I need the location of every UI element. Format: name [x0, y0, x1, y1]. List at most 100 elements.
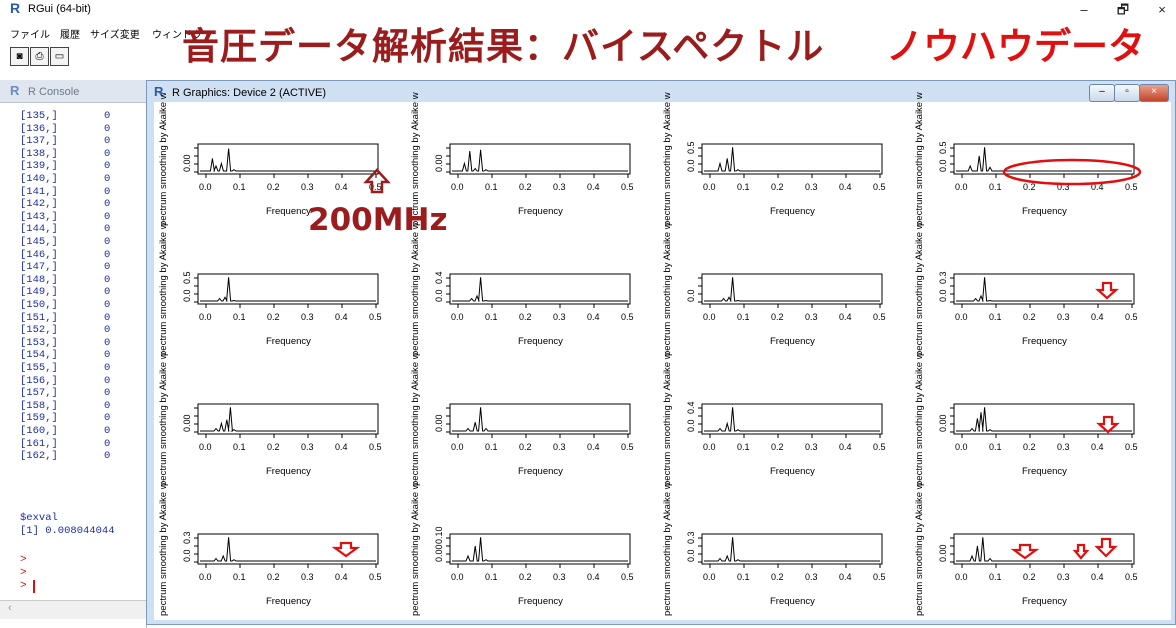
- console-row-value: 0: [104, 387, 111, 400]
- x-tick-label: 0.5: [621, 182, 634, 192]
- console-row-value: 0: [104, 198, 111, 211]
- console-row-value: 0: [104, 173, 111, 185]
- console-prompt[interactable]: >: [20, 580, 27, 592]
- x-tick-label: 0.0: [703, 572, 716, 582]
- x-tick-label: 0.2: [771, 182, 784, 192]
- console-horizontal-scrollbar[interactable]: [0, 600, 146, 619]
- spectrum-plot-panel: pectrum smoothing by Akaike w 0.0 0.0 0.1 0.…: [660, 222, 912, 360]
- console-row-index: [141,]: [20, 185, 58, 198]
- console-row-index: [161,]: [20, 437, 58, 450]
- console-row-index: [142,]: [20, 198, 58, 211]
- console-row-index: [135,]: [20, 110, 58, 122]
- plot-frame: [197, 533, 379, 565]
- maximize-button[interactable]: 🗗: [1116, 2, 1130, 17]
- down-arrow-icon: [1010, 543, 1040, 560]
- console-row-index: [160,]: [20, 425, 58, 437]
- x-axis-label: Frequency: [518, 206, 563, 217]
- console-row-value: 0: [104, 223, 111, 236]
- plot-frame: [701, 533, 883, 565]
- x-tick-label: 0.1: [233, 572, 246, 582]
- frequency-annotation: 200MHz: [308, 202, 448, 238]
- x-tick-label: 0.3: [805, 572, 818, 582]
- console-row-value: 0: [104, 110, 111, 122]
- plot-frame: [953, 533, 1135, 565]
- app-title-bar: [0, 0, 1176, 16]
- x-axis-label: Frequency: [266, 206, 311, 217]
- x-tick-label: 0.5: [369, 312, 382, 322]
- menu-file[interactable]: ファイル: [10, 30, 50, 41]
- x-tick-label: 0.2: [519, 182, 532, 192]
- console-row-value: 0: [104, 324, 111, 337]
- window-icon[interactable]: ▭: [50, 47, 69, 66]
- console-row-value: 0: [104, 450, 111, 463]
- x-tick-label: 0.4: [335, 572, 348, 582]
- spectrum-line: [704, 147, 880, 172]
- spectrum-plot: [194, 273, 379, 308]
- menu-window[interactable]: ウィンドウ: [152, 30, 202, 41]
- graphics-minimize-button[interactable]: –: [1089, 84, 1115, 102]
- x-axis-label: Frequency: [518, 596, 563, 607]
- scroll-left-icon[interactable]: ‹: [8, 602, 12, 614]
- print-icon[interactable]: ⎙: [30, 47, 49, 66]
- spectrum-plot: [698, 403, 883, 438]
- x-tick-label: 0.1: [737, 572, 750, 582]
- x-tick-label: 0.5: [369, 182, 382, 192]
- x-tick-label: 0.1: [989, 312, 1002, 322]
- spectrum-plot-panel: pectrum smoothing by Akaike w 0.00 0.0 0.1 0…: [408, 352, 660, 490]
- console-row-value: 0: [104, 122, 111, 135]
- menu-resize[interactable]: サイズ変更: [90, 30, 140, 41]
- x-tick-label: 0.2: [771, 312, 784, 322]
- spectrum-line: [956, 277, 1132, 302]
- x-tick-label: 0.0: [199, 312, 212, 322]
- down-arrow-icon: [1096, 415, 1120, 434]
- console-row-value: 0: [104, 349, 111, 362]
- x-tick-label: 0.5: [621, 572, 634, 582]
- spectrum-plot: [698, 533, 883, 568]
- plot-frame: [197, 273, 379, 305]
- x-axis-label: Frequency: [518, 466, 563, 477]
- plot-frame: [953, 273, 1135, 305]
- camera-icon[interactable]: ◙: [10, 47, 29, 66]
- spectrum-line: [704, 407, 880, 432]
- x-axis-label: Frequency: [1022, 206, 1067, 217]
- console-row-value: 0: [104, 147, 111, 160]
- console-row-value: 0: [104, 185, 111, 198]
- x-tick-label: 0.0: [199, 442, 212, 452]
- x-tick-label: 0.5: [1125, 442, 1138, 452]
- minimize-button[interactable]: –: [1080, 2, 1088, 17]
- x-tick-label: 0.5: [873, 182, 886, 192]
- plot-frame: [449, 143, 631, 175]
- console-row-value: 0: [104, 248, 111, 261]
- close-button[interactable]: ×: [1158, 2, 1166, 17]
- spectrum-line: [704, 537, 880, 562]
- up-arrow-icon: [363, 168, 391, 194]
- x-tick-label: 0.0: [199, 572, 212, 582]
- down-arrow-icon: [1072, 543, 1090, 560]
- console-row-value: 0: [104, 374, 111, 387]
- spectrum-plot: [194, 143, 379, 178]
- spectrum-line: [200, 407, 376, 432]
- spectrum-plot: [950, 143, 1135, 178]
- spectrum-plot: [446, 403, 631, 438]
- plot-frame: [449, 403, 631, 435]
- x-tick-label: 0.5: [873, 442, 886, 452]
- x-tick-label: 0.1: [233, 442, 246, 452]
- x-tick-label: 0.1: [485, 442, 498, 452]
- x-tick-label: 0.4: [839, 182, 852, 192]
- r-logo-icon: R: [154, 84, 164, 99]
- console-row-value: 0: [104, 299, 111, 311]
- plot-frame: [449, 533, 631, 565]
- console-row-index: [156,]: [20, 374, 58, 387]
- r-console-panel[interactable]: [0, 80, 147, 628]
- x-axis-label: Frequency: [518, 336, 563, 347]
- spectrum-line: [452, 537, 628, 562]
- console-row-index: [148,]: [20, 273, 58, 286]
- x-axis-label: Frequency: [1022, 466, 1067, 477]
- spectrum-plot-panel: pectrum smoothing by Akaike w 0.00 0.10 0.0…: [408, 482, 660, 620]
- spectrum-plot: [446, 143, 631, 178]
- spectrum-line: [704, 277, 880, 302]
- spectrum-plot-panel: pectrum smoothing by Akaike w 0.0 0.4 0.0 0.…: [660, 352, 912, 490]
- graphics-close-button[interactable]: ×: [1139, 84, 1169, 102]
- menu-history[interactable]: 履歴: [60, 30, 80, 41]
